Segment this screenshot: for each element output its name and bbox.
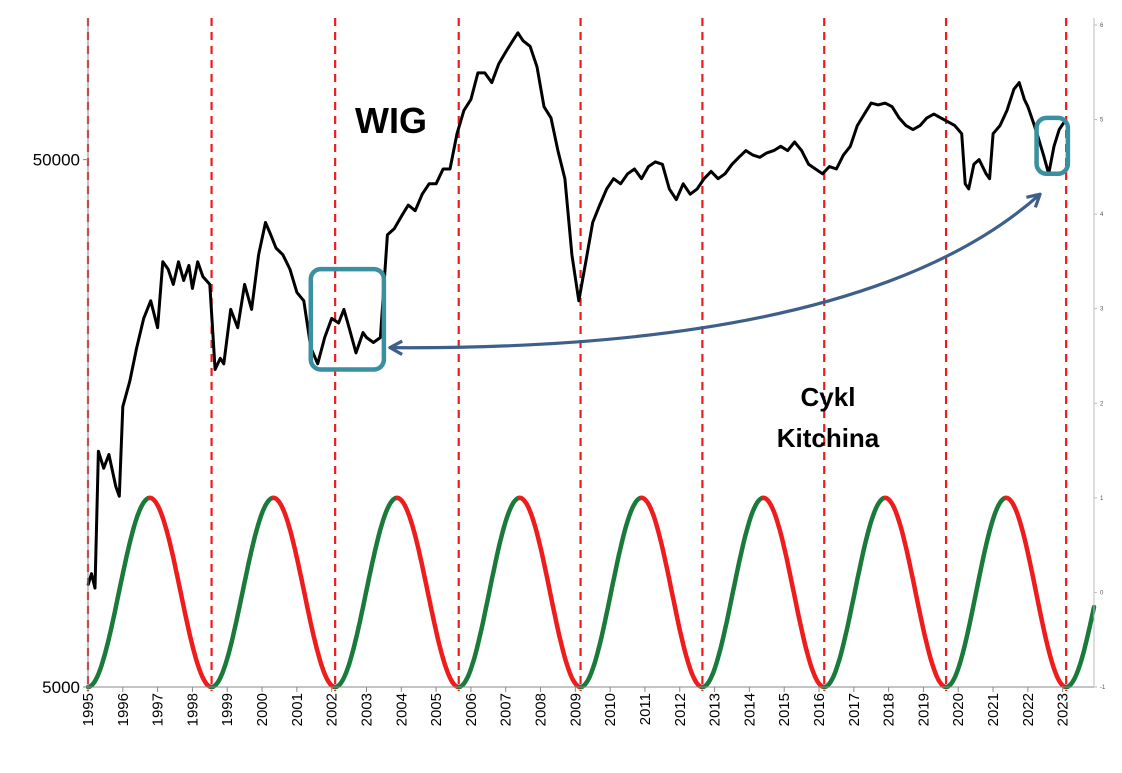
highlight-box bbox=[1034, 115, 1071, 177]
x-tick-label: 2023 bbox=[1055, 693, 1072, 726]
x-tick-label: 1997 bbox=[150, 693, 167, 726]
cycle-rising-segment bbox=[943, 495, 1009, 690]
highlight-boxes bbox=[308, 115, 1071, 372]
cycle-falling-segment bbox=[1003, 495, 1069, 690]
x-tick-label: 2002 bbox=[324, 693, 341, 726]
cycle-falling-segment bbox=[394, 495, 461, 690]
x-tick-label: 2007 bbox=[498, 693, 515, 726]
x-tick-label: 2008 bbox=[533, 693, 550, 726]
arrow-layer bbox=[388, 192, 1042, 356]
y-tick-label: 5000 bbox=[42, 678, 80, 697]
x-tick-label: 2005 bbox=[428, 693, 445, 726]
y2-tick-label: -1 bbox=[1100, 685, 1106, 691]
x-tick-label: 1998 bbox=[184, 693, 201, 726]
y2-tick-label: 4 bbox=[1100, 212, 1104, 218]
arrow-curve bbox=[389, 192, 1042, 350]
y2-tick-label: 6 bbox=[1100, 23, 1104, 29]
annotation-line-1: Cykl bbox=[801, 382, 856, 412]
chart-title: WIG bbox=[355, 100, 427, 141]
x-tick-label: 2018 bbox=[881, 693, 898, 726]
cycle-rising-segment bbox=[85, 495, 153, 690]
x-tick-label: 2021 bbox=[985, 693, 1002, 726]
cycle-rising-segment bbox=[821, 495, 888, 690]
arrowhead-start bbox=[388, 339, 403, 356]
cycle-falling-segment bbox=[147, 495, 214, 690]
y2-tick-label: 0 bbox=[1100, 590, 1104, 596]
x-tick-label: 2019 bbox=[915, 693, 932, 726]
arrowhead-end bbox=[1026, 192, 1042, 208]
x-tick-label: 1995 bbox=[80, 693, 97, 726]
cycle-falling-segment bbox=[639, 495, 705, 690]
x-tick-label: 2009 bbox=[567, 693, 584, 726]
cycle-rising-segment bbox=[332, 495, 400, 690]
x-tick-label: 2020 bbox=[950, 693, 967, 726]
x-tick-label: 2016 bbox=[811, 693, 828, 726]
boundary-lines bbox=[86, 18, 1068, 691]
x-tick-label: 2013 bbox=[707, 693, 724, 726]
axes: 5000 50000 -1 0 1 2 3 4 5 6 1995 1996 1997 1998 1999 20… bbox=[33, 18, 1106, 726]
x-tick-label: 2000 bbox=[254, 693, 271, 726]
cycle-rising-segment bbox=[578, 495, 644, 690]
cycle-rising-segment bbox=[700, 495, 766, 690]
wig-line bbox=[86, 31, 1066, 590]
cycle-rising-segment bbox=[209, 495, 276, 690]
y2-tick-label: 1 bbox=[1100, 496, 1104, 502]
x-tick-label: 1999 bbox=[219, 693, 236, 726]
annotation-line-2: Kitchina bbox=[777, 423, 880, 453]
x-tick-label: 2014 bbox=[741, 693, 758, 726]
x-tick-label: 2012 bbox=[672, 693, 689, 726]
x-tick-label: 2017 bbox=[846, 693, 863, 726]
cycle-rising-segment bbox=[456, 495, 522, 690]
y2-tick-label: 3 bbox=[1100, 307, 1104, 313]
y2-tick-label: 5 bbox=[1100, 118, 1104, 124]
x-tick-label: 2006 bbox=[463, 693, 480, 726]
x-tick-label: 2010 bbox=[602, 693, 619, 726]
cycle-falling-segment bbox=[882, 495, 949, 690]
cycle-rising-segment bbox=[1063, 604, 1097, 690]
y2-tick-label: 2 bbox=[1100, 401, 1104, 407]
cycle-falling-segment bbox=[761, 495, 827, 690]
cycle-falling-segment bbox=[271, 495, 338, 690]
x-tick-label: 2011 bbox=[637, 693, 654, 725]
x-tick-label: 2022 bbox=[1020, 693, 1037, 726]
highlight-box bbox=[308, 266, 387, 372]
wig-series bbox=[86, 31, 1066, 590]
y-tick-label: 50000 bbox=[33, 151, 80, 170]
x-tick-label: 1996 bbox=[115, 693, 132, 726]
cycle-falling-segment bbox=[517, 495, 583, 690]
x-tick-label: 2003 bbox=[358, 693, 375, 726]
x-tick-label: 2001 bbox=[289, 693, 306, 726]
x-tick-label: 2015 bbox=[776, 693, 793, 726]
cycle-curves bbox=[85, 495, 1097, 690]
x-tick-label: 2004 bbox=[393, 693, 410, 726]
